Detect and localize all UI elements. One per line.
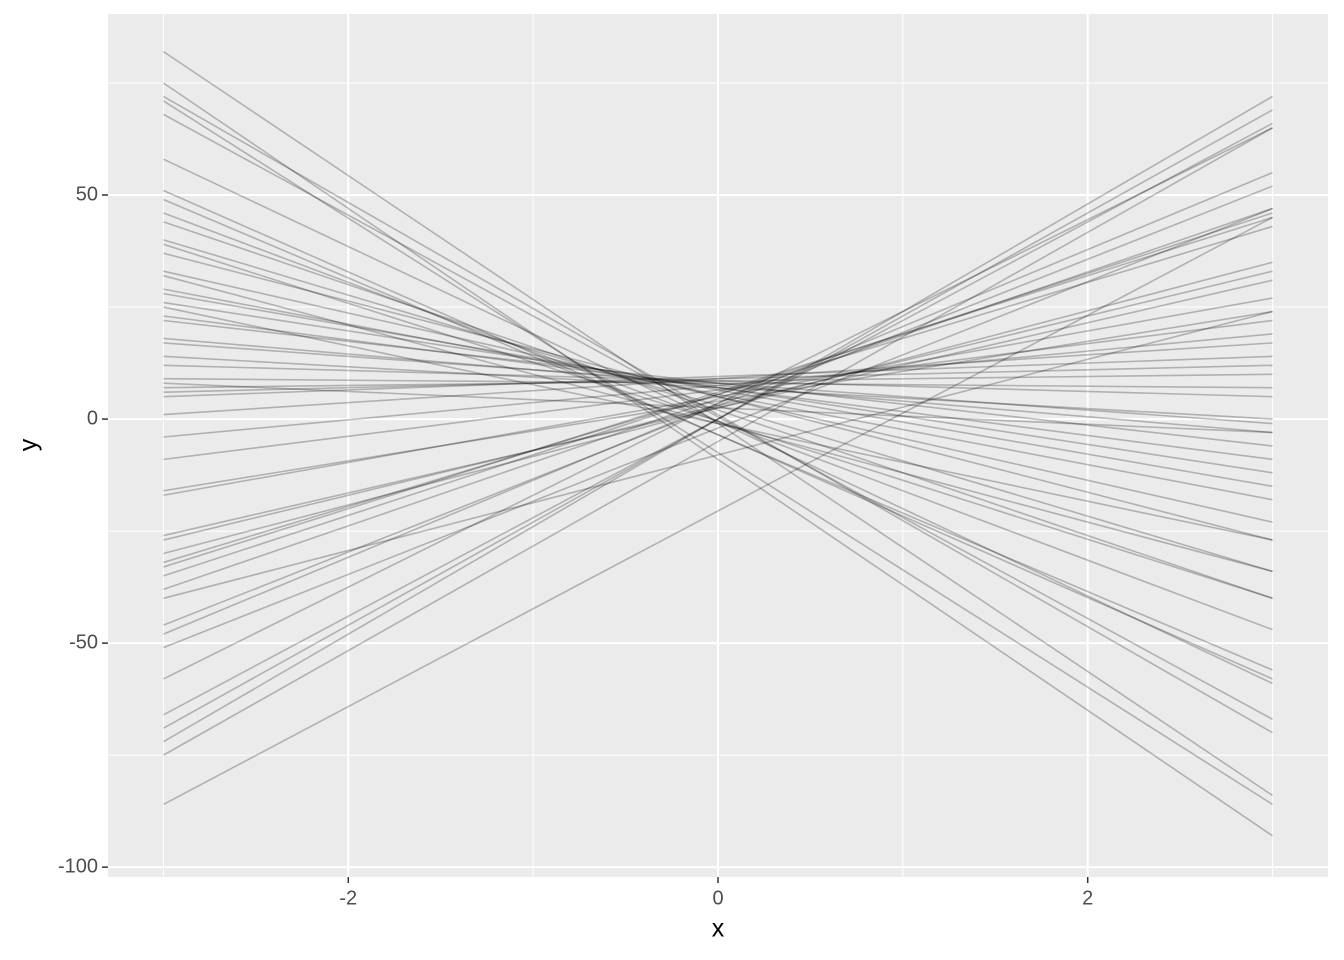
series-line — [163, 301, 1273, 474]
lines — [163, 50, 1273, 837]
series-line — [163, 270, 1273, 523]
series-line — [163, 212, 1273, 631]
series-line — [163, 310, 1273, 600]
series-line — [163, 239, 1273, 573]
series-line — [163, 207, 1273, 649]
x-tick-label: 2 — [1082, 887, 1093, 909]
series-line — [163, 333, 1273, 438]
series-line — [163, 189, 1273, 680]
series-line — [163, 310, 1273, 492]
series-line — [163, 158, 1273, 685]
series-line — [163, 292, 1273, 488]
series-line — [163, 342, 1273, 416]
x-axis-title: x — [712, 915, 725, 943]
series-line — [163, 297, 1273, 497]
series-line — [163, 109, 1273, 729]
axes: -2 0 2 -100 -50 0 50 — [58, 183, 1093, 909]
series-line — [163, 212, 1273, 577]
series-line — [163, 319, 1273, 461]
series-line — [163, 377, 1273, 389]
series-line — [163, 355, 1273, 420]
series-line — [163, 221, 1273, 600]
series-line — [163, 373, 1273, 389]
series-line — [163, 216, 1273, 568]
series-line — [163, 315, 1273, 461]
series-line — [163, 198, 1273, 671]
series-line — [163, 225, 1273, 564]
series-line — [163, 243, 1273, 600]
y-tick-label: 50 — [76, 183, 98, 205]
series-line — [163, 207, 1273, 591]
series-line — [163, 274, 1273, 573]
series-line — [163, 95, 1273, 743]
series-line — [163, 82, 1273, 837]
series-line — [163, 306, 1273, 541]
series-line — [163, 364, 1273, 398]
series-line — [163, 337, 1273, 434]
x-tick-label: 0 — [712, 887, 723, 909]
series-line — [163, 319, 1273, 447]
series-line — [163, 342, 1273, 425]
series-line — [163, 50, 1273, 797]
series-line — [163, 364, 1273, 393]
series-line — [163, 127, 1273, 680]
series-line — [163, 95, 1273, 734]
y-axis-title: y — [15, 438, 43, 451]
series-line — [163, 185, 1273, 626]
series-line — [163, 216, 1273, 806]
series-line — [163, 279, 1273, 537]
y-tick-label: -50 — [69, 631, 98, 653]
y-tick-label: -100 — [58, 855, 98, 877]
y-tick-label: 0 — [87, 407, 98, 429]
series-line — [163, 382, 1273, 434]
series-line — [163, 127, 1273, 756]
series-line — [163, 270, 1273, 541]
series-line — [163, 355, 1273, 398]
series-line — [163, 122, 1273, 716]
grid — [108, 14, 1328, 877]
series-line — [163, 288, 1273, 501]
series-line — [163, 252, 1273, 541]
series-line — [163, 100, 1273, 806]
series-line — [163, 171, 1273, 635]
series-line — [163, 261, 1273, 555]
x-tick-label: -2 — [339, 887, 357, 909]
series-line — [163, 113, 1273, 720]
